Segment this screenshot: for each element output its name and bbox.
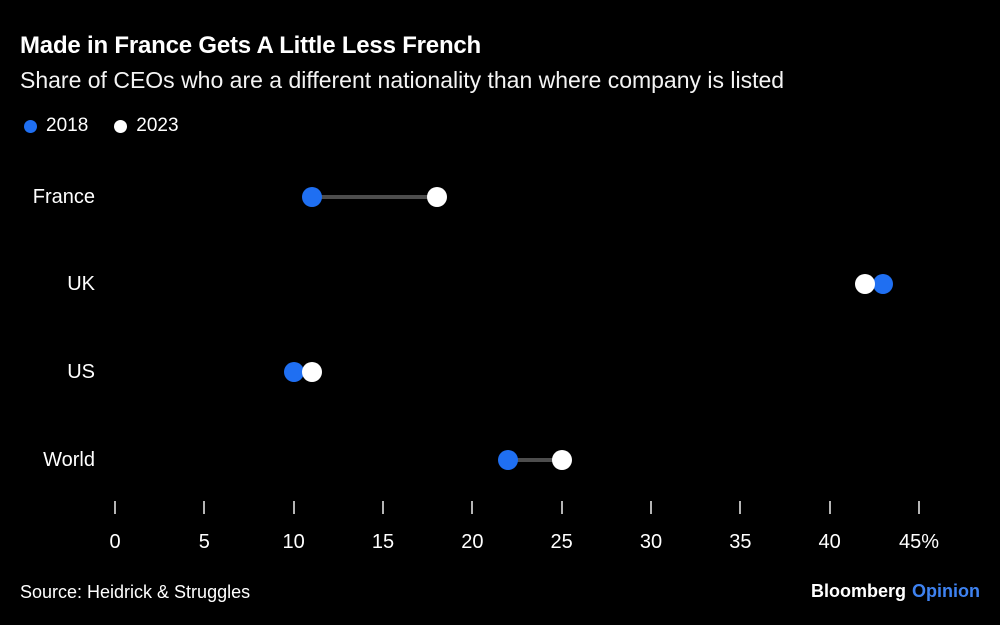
x-axis-tick (560, 501, 563, 514)
x-axis-tick-label: 35 (729, 531, 752, 553)
connector-france (311, 195, 437, 199)
x-axis-tick-label: 0 (109, 531, 121, 553)
legend: 2018 2023 (24, 115, 179, 137)
legend-item-2018: 2018 (24, 115, 88, 137)
x-axis-tick (114, 501, 116, 514)
bloomberg-opinion-logo: Bloomberg Opinion (811, 581, 980, 602)
legend-item-2023: 2023 (114, 115, 179, 137)
x-axis-tick (650, 501, 652, 514)
x-axis-tick (828, 501, 831, 514)
category-label-uk: UK (67, 273, 95, 295)
chart-subtitle: Share of CEOs who are a different nation… (20, 67, 785, 93)
logo-suffix: Opinion (912, 581, 980, 601)
x-axis-tick-label: 30 (639, 531, 663, 553)
dot-2023-us (301, 362, 322, 382)
x-axis-tick (918, 501, 920, 514)
legend-dot-2023-icon (114, 119, 128, 133)
dot-2018-world (498, 450, 519, 470)
legend-label-2018: 2018 (46, 115, 89, 136)
x-axis-tick-label: 5 (198, 531, 210, 553)
x-axis-tick-label: 25 (550, 531, 573, 553)
legend-label-2023: 2023 (136, 115, 179, 136)
source-credit: Source: Heidrick & Struggles (20, 582, 251, 602)
category-label-france: France (32, 186, 95, 208)
category-label-world: World (43, 449, 95, 471)
dot-2018-us (283, 362, 304, 382)
legend-dot-2018-icon (24, 119, 37, 133)
x-axis-tick-label: 10 (282, 531, 305, 553)
connector-world (508, 458, 562, 462)
dot-2023-world (551, 450, 572, 470)
category-label-us: US (67, 361, 95, 383)
dot-2018-france (301, 187, 322, 207)
chart-title: Made in France Gets A Little Less French (20, 32, 482, 59)
dot-2023-france (426, 187, 447, 207)
x-axis-tick (292, 501, 295, 514)
x-axis-tick (471, 501, 474, 514)
x-axis-tick-label: 40 (818, 531, 841, 553)
x-axis-tick-label: 20 (461, 531, 484, 553)
x-axis-tick (203, 501, 206, 514)
x-axis-tick-label: 45% (898, 531, 940, 553)
x-axis-tick (382, 501, 384, 514)
logo-brand: Bloomberg (811, 581, 907, 601)
x-axis-tick-label: 15 (371, 531, 395, 553)
dot-2023-uk (855, 274, 876, 294)
x-axis-tick (739, 501, 742, 514)
dot-2018-uk (873, 274, 894, 294)
